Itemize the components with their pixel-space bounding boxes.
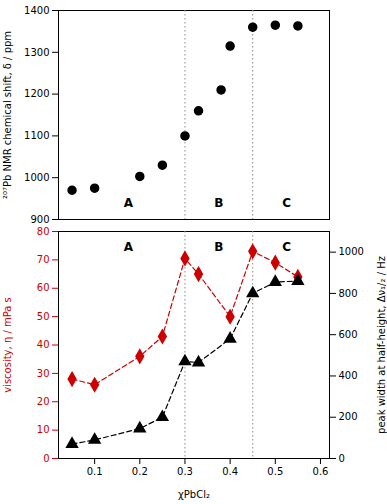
- svg-text:0: 0: [43, 453, 49, 464]
- svg-text:30: 30: [37, 368, 50, 379]
- svg-text:1400: 1400: [24, 5, 49, 16]
- svg-text:80: 80: [37, 226, 50, 237]
- svg-text:1100: 1100: [24, 130, 49, 141]
- svg-text:0.6: 0.6: [313, 466, 329, 477]
- svg-text:1000: 1000: [24, 172, 49, 183]
- svg-text:20: 20: [37, 396, 50, 407]
- svg-text:1200: 1200: [24, 88, 49, 99]
- svg-text:C: C: [282, 240, 291, 254]
- svg-text:0.3: 0.3: [177, 466, 193, 477]
- svg-text:peak width at half-height, Δν₁: peak width at half-height, Δν₁/₂ / Hz: [376, 256, 387, 434]
- svg-text:A: A: [124, 240, 134, 254]
- svg-text:400: 400: [339, 370, 358, 381]
- svg-text:B: B: [214, 240, 223, 254]
- svg-text:²⁰⁷Pb NMR chemical shift, δ /: ²⁰⁷Pb NMR chemical shift, δ / ppm: [2, 31, 13, 199]
- svg-text:600: 600: [339, 329, 358, 340]
- svg-text:800: 800: [339, 288, 358, 299]
- svg-text:C: C: [282, 196, 291, 210]
- svg-text:A: A: [124, 196, 134, 210]
- svg-text:200: 200: [339, 411, 358, 422]
- svg-text:0: 0: [339, 453, 345, 464]
- svg-text:40: 40: [37, 339, 50, 350]
- svg-text:0.1: 0.1: [87, 466, 103, 477]
- svg-text:0.2: 0.2: [132, 466, 148, 477]
- svg-text:900: 900: [30, 214, 49, 225]
- svg-text:0.4: 0.4: [222, 466, 238, 477]
- svg-text:viscosity, η / mPa s: viscosity, η / mPa s: [2, 297, 13, 393]
- svg-text:10: 10: [37, 424, 50, 435]
- svg-text:B: B: [214, 196, 223, 210]
- svg-text:χPbCl₂: χPbCl₂: [178, 489, 210, 500]
- svg-text:60: 60: [37, 282, 50, 293]
- svg-text:0.5: 0.5: [267, 466, 283, 477]
- svg-text:70: 70: [37, 254, 50, 265]
- svg-text:50: 50: [37, 311, 50, 322]
- svg-text:1000: 1000: [339, 246, 364, 257]
- svg-text:1300: 1300: [24, 47, 49, 58]
